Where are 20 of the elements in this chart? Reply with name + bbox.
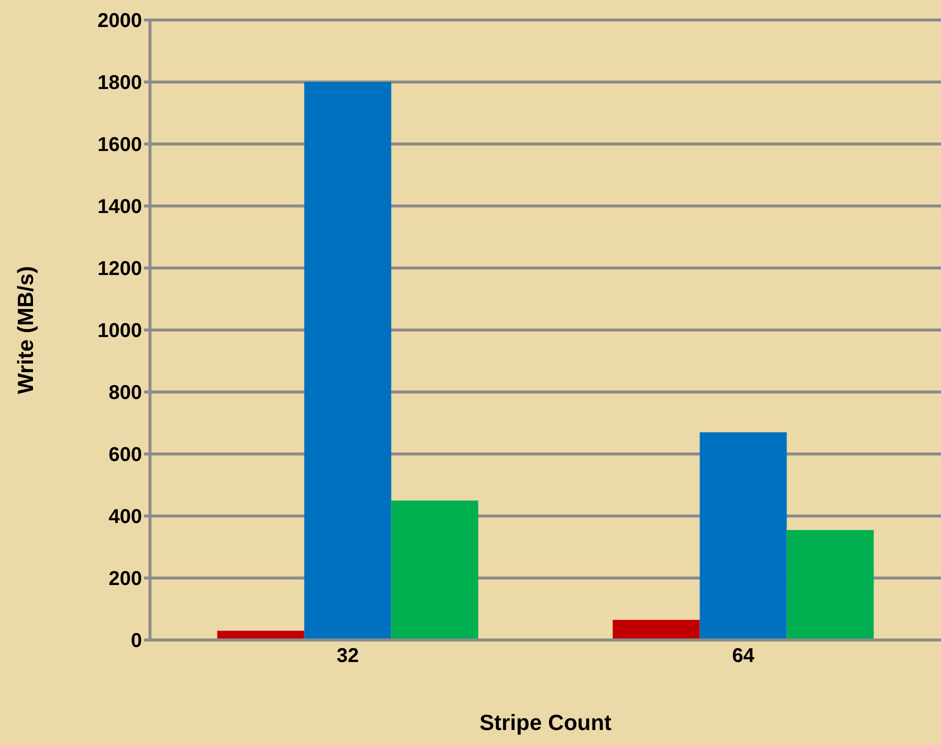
bar [700,432,787,640]
x-axis-title: Stripe Count [480,710,612,735]
x-tick-label: 64 [732,645,756,668]
y-tick-label: 1200 [98,258,142,280]
y-tick-label: 1800 [98,72,142,94]
bar [304,82,392,640]
y-tick-label: 600 [108,444,142,466]
y-tick-label: 800 [108,382,142,404]
y-tick-label: 400 [108,506,142,528]
y-tick-label: 1400 [98,196,142,218]
y-axis-title: Write (MB/s) [12,266,38,394]
y-tick-label: 1600 [98,134,142,156]
y-tick-label: 200 [108,568,142,590]
y-tick-label: 2000 [98,10,142,32]
y-tick-label: 0 [130,630,142,652]
bar [612,620,700,640]
bar [786,530,874,640]
x-tick-label: 32 [336,645,359,668]
y-tick-label: 1000 [98,320,142,342]
bar [391,500,478,640]
